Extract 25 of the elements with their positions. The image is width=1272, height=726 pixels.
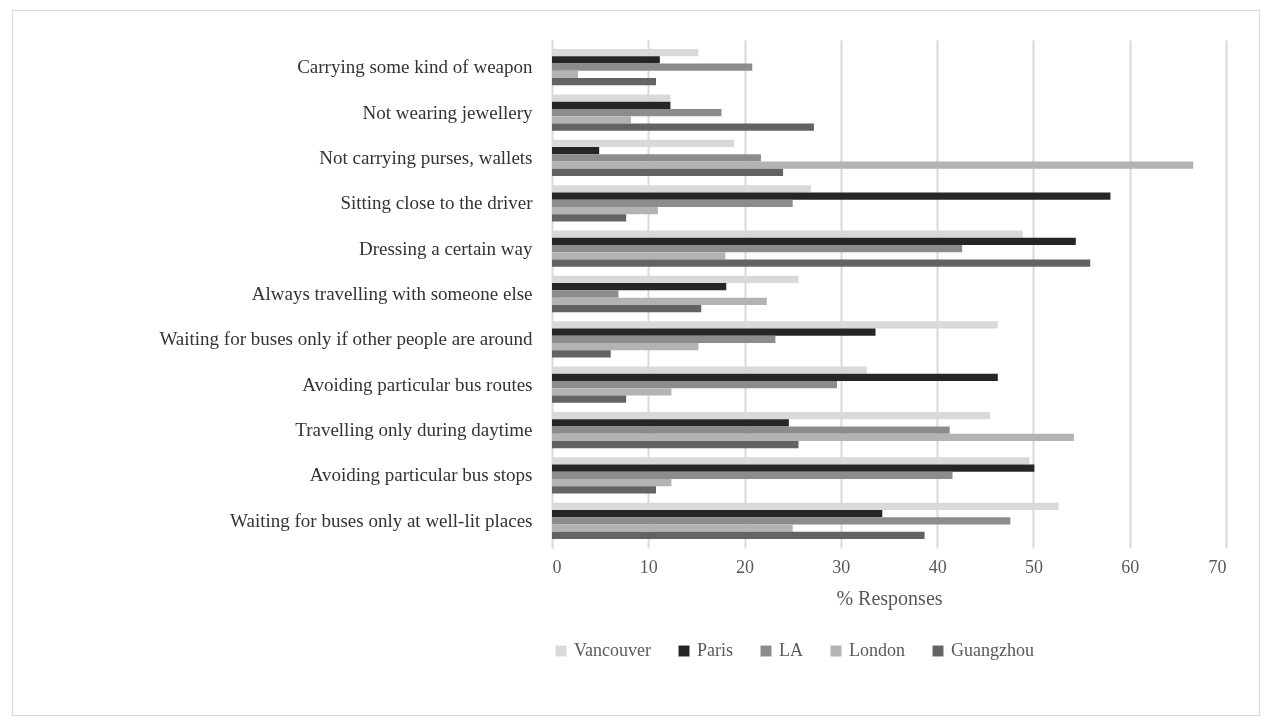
y-tick-label: Waiting for buses only if other people are around	[159, 328, 533, 350]
y-tick-label: Not carrying purses, wallets	[319, 146, 533, 168]
x-tick-label: 50	[1024, 556, 1043, 577]
y-tick-label: Avoiding particular bus routes	[302, 373, 533, 395]
y-tick-label: Dressing a certain way	[358, 237, 533, 259]
legend-label: London	[849, 640, 905, 660]
y-tick-label: Waiting for buses only at well-lit places	[230, 509, 533, 531]
x-tick-label: 10	[639, 556, 658, 577]
y-tick-label: Travelling only during daytime	[295, 419, 533, 441]
x-tick-label: 30	[832, 556, 851, 577]
x-tick-label: 40	[928, 556, 947, 577]
legend-label: Guangzhou	[951, 640, 1034, 660]
legend-label: LA	[779, 640, 803, 660]
x-tick-label: 20	[736, 556, 755, 577]
y-tick-label: Carrying some kind of weapon	[297, 56, 533, 78]
x-axis-title: % Responses	[836, 586, 943, 610]
y-tick-label: Always travelling with someone else	[251, 283, 533, 304]
y-tick-label: Sitting close to the driver	[340, 192, 534, 214]
x-tick-label: 60	[1121, 556, 1140, 577]
y-tick-label: Not wearing jewellery	[362, 101, 533, 123]
legend-label: Vancouver	[574, 640, 651, 660]
legend-label: Paris	[697, 640, 733, 660]
y-tick-label: Avoiding particular bus stops	[309, 464, 533, 486]
x-tick-label: 0	[552, 556, 562, 577]
x-tick-label: 70	[1208, 556, 1227, 577]
